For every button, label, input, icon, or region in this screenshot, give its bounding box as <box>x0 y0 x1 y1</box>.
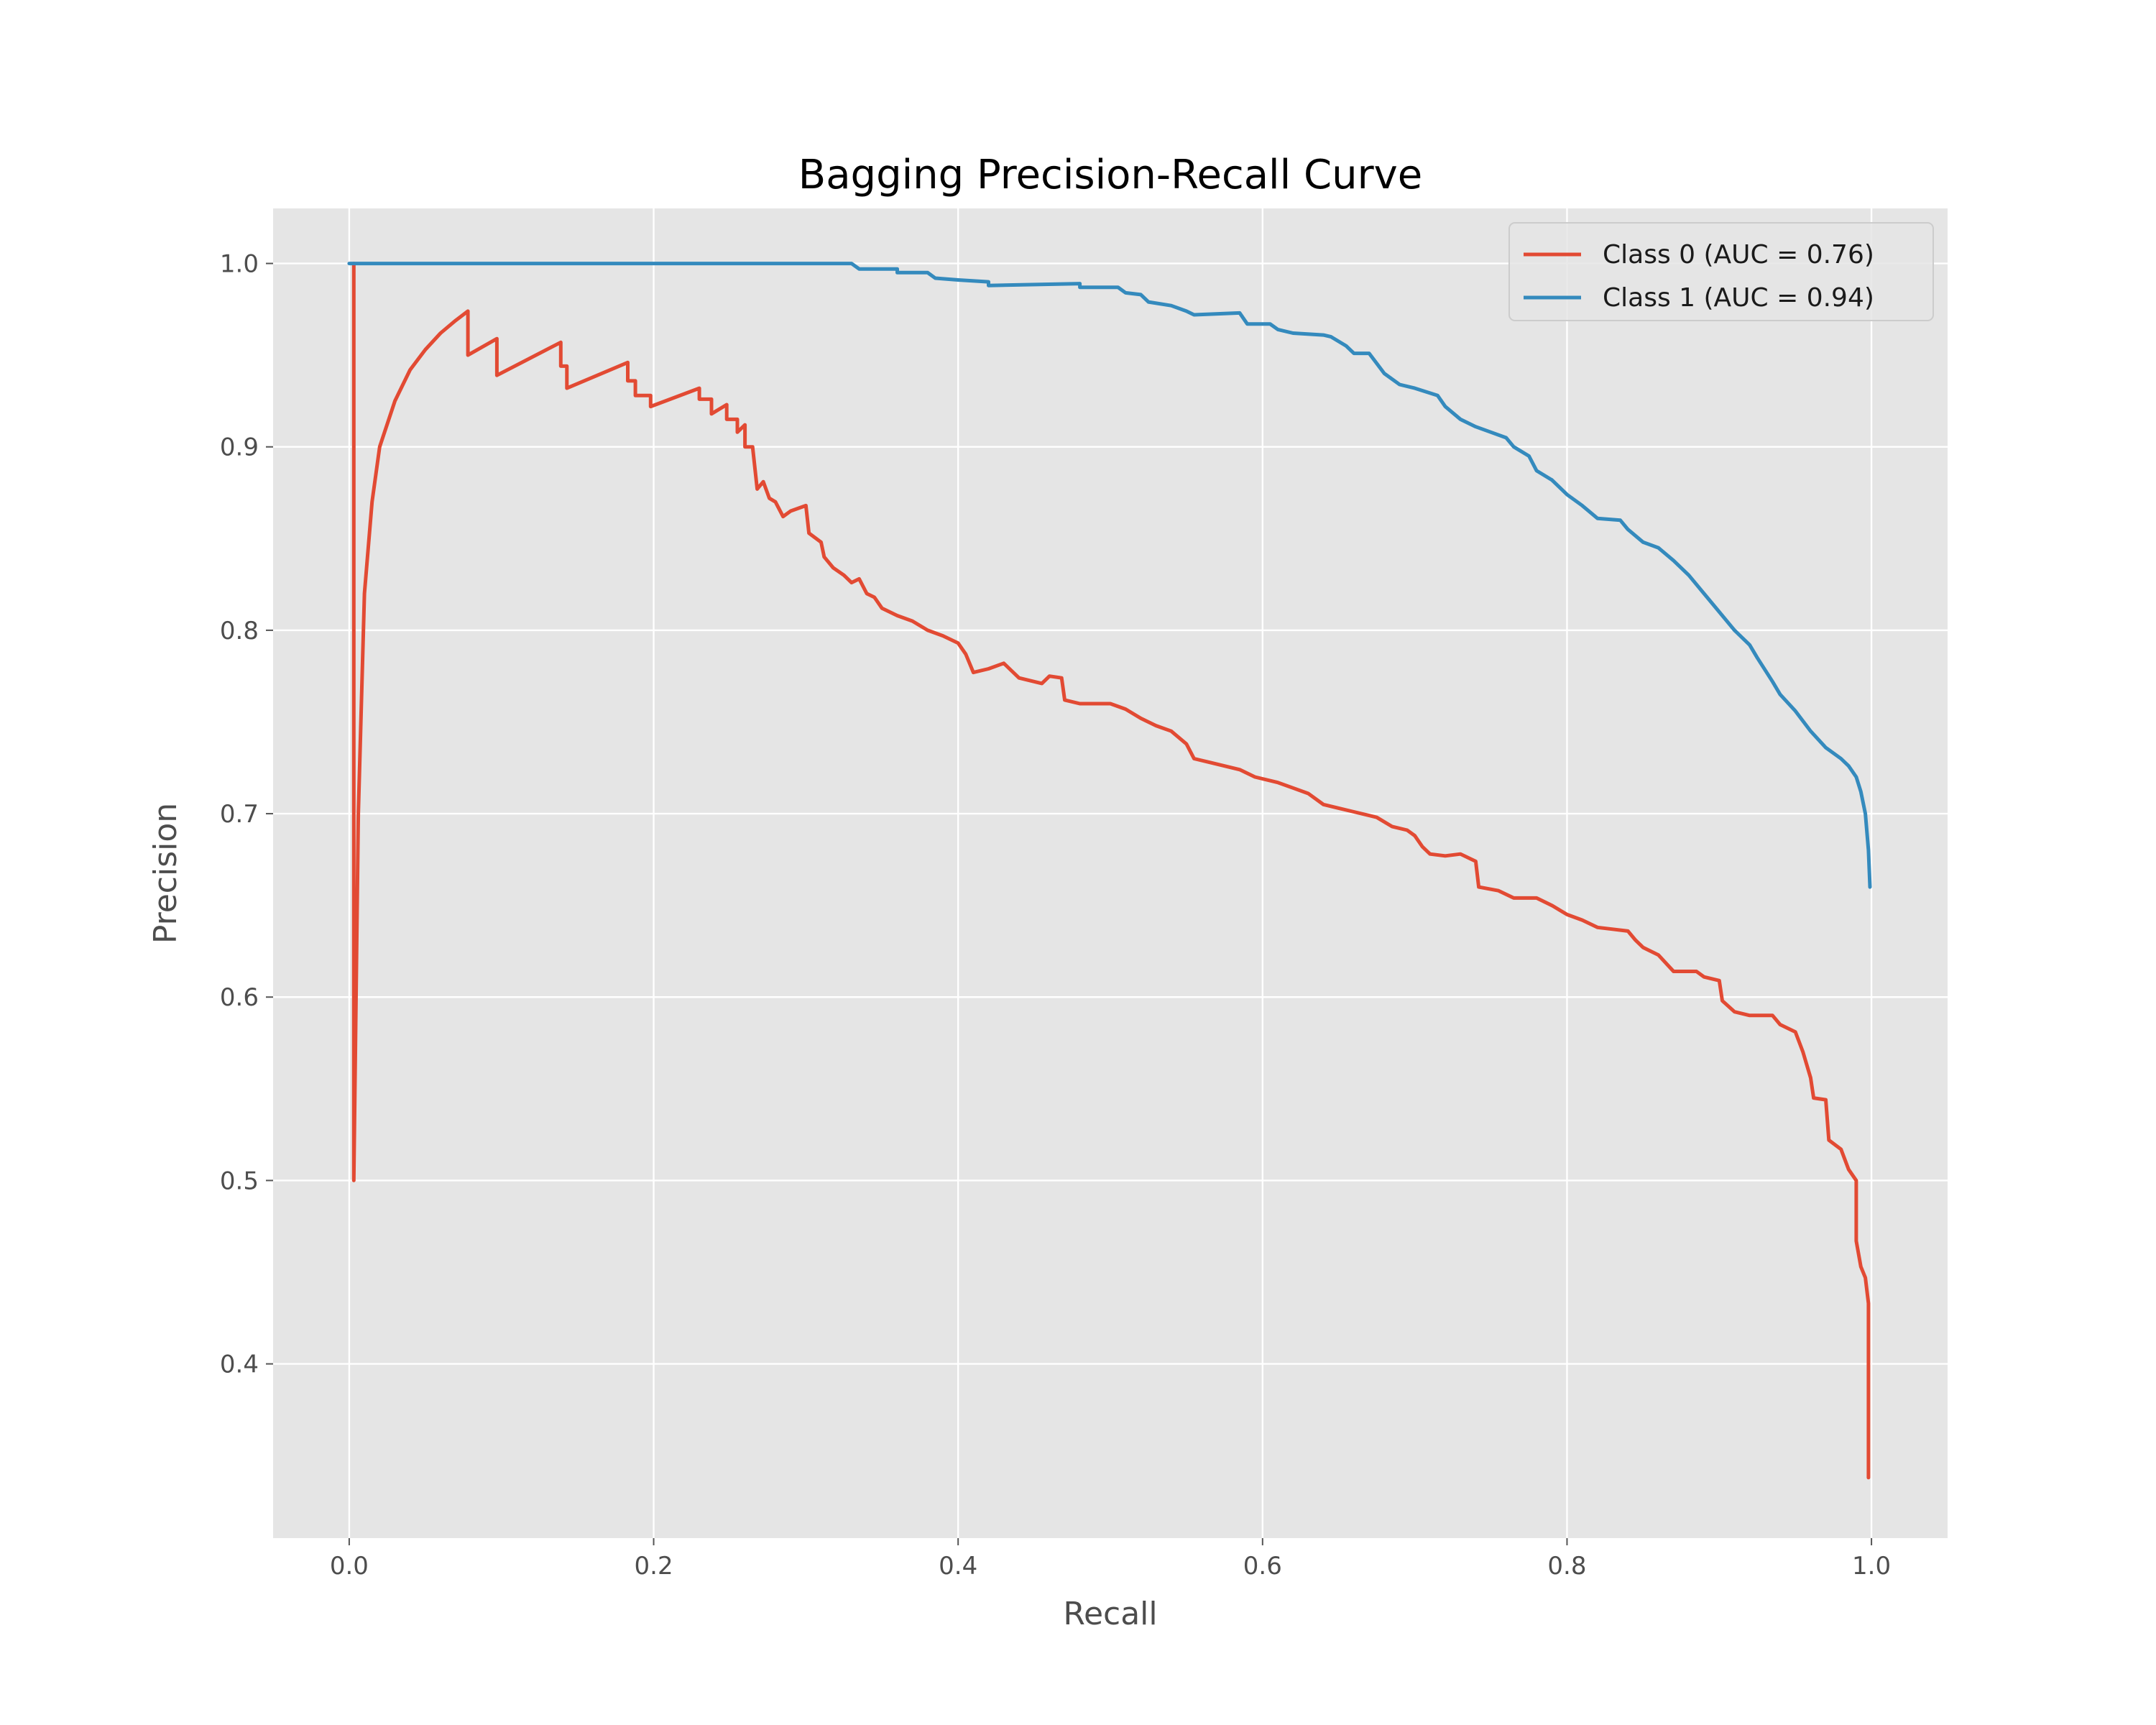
plot-area: 0.0 0.2 0.4 0.6 0.8 1.0 0.4 0.5 0.6 0.7 0.8 0.9 1.0 <box>220 208 1948 1581</box>
y-tick-label: 0.5 <box>220 1167 259 1195</box>
x-tick-label: 0.2 <box>635 1552 673 1581</box>
x-axis-label: Recall <box>1063 1596 1157 1632</box>
x-tick-label: 0.6 <box>1243 1552 1282 1581</box>
y-tick-label: 0.9 <box>220 433 259 462</box>
series-line-class-0 <box>351 262 1871 1480</box>
y-tick-label: 0.6 <box>220 983 259 1012</box>
axis-ticks: 0.0 0.2 0.4 0.6 0.8 1.0 0.4 0.5 0.6 0.7 0.8 0.9 1.0 <box>220 250 1891 1581</box>
legend-entry-label: Class 0 (AUC = 0.76) <box>1603 240 1874 270</box>
legend: Class 0 (AUC = 0.76) Class 1 (AUC = 0.94) <box>1508 222 1934 321</box>
x-tick-label: 0.8 <box>1547 1552 1586 1581</box>
x-tick-label: 0.4 <box>939 1552 977 1581</box>
series-lines <box>347 262 1872 1480</box>
plot-background <box>273 208 1948 1538</box>
series-line-class-1 <box>347 262 1872 889</box>
chart-title: Bagging Precision-Recall Curve <box>798 152 1422 198</box>
legend-box <box>1508 222 1934 321</box>
legend-entry-label: Class 1 (AUC = 0.94) <box>1603 283 1874 313</box>
x-tick-label: 1.0 <box>1852 1552 1891 1581</box>
y-tick-label: 1.0 <box>220 250 259 279</box>
y-tick-label: 0.8 <box>220 617 259 645</box>
y-axis-label: Precision <box>147 803 184 944</box>
y-tick-label: 0.4 <box>220 1351 259 1379</box>
y-tick-label: 0.7 <box>220 800 259 829</box>
grid-lines <box>273 208 1948 1538</box>
x-tick-label: 0.0 <box>330 1552 369 1581</box>
